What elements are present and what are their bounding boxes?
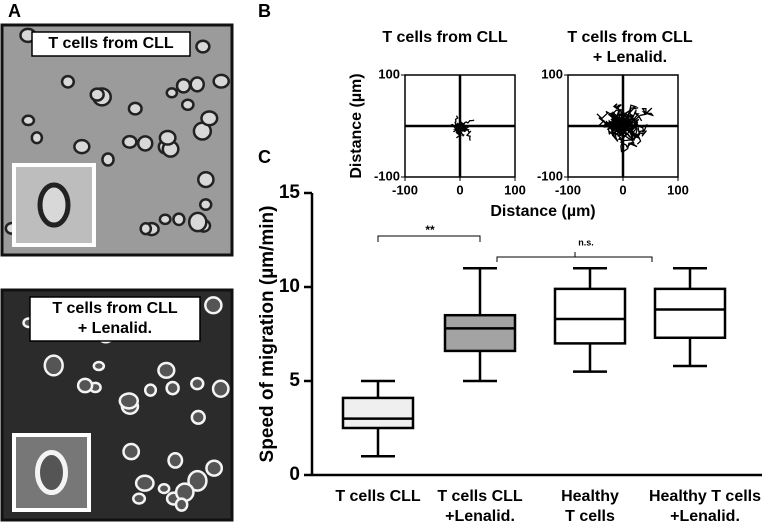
- inset-cell: [35, 450, 68, 495]
- cell: [21, 114, 36, 127]
- cell: [190, 409, 206, 425]
- x-tick-label: -100: [392, 182, 418, 197]
- panel-letter: A: [8, 1, 21, 21]
- cell: [73, 138, 91, 155]
- cell: [167, 452, 184, 469]
- cell: [118, 392, 140, 410]
- inset-cell: [37, 182, 71, 228]
- track: [455, 122, 463, 139]
- y-tick-label: 100: [541, 66, 563, 81]
- panel-letter: C: [258, 147, 271, 167]
- cell: [205, 459, 224, 477]
- cell: [157, 361, 176, 379]
- cell: [158, 213, 172, 226]
- bracket: [377, 235, 481, 242]
- plot-title: T cells from CLL: [382, 29, 508, 46]
- y-tick-label: 0: [289, 464, 300, 485]
- track: [452, 125, 463, 135]
- x-tick-label: 100: [504, 182, 526, 197]
- annotation: n.s.: [578, 237, 594, 247]
- cell: [43, 354, 64, 377]
- cell: [175, 77, 192, 94]
- cell: [187, 469, 208, 492]
- image-label: T cells from CLL: [48, 35, 174, 52]
- y-axis-label: Speed of migration (µm/min): [257, 206, 278, 463]
- x-tick-label: 0: [456, 182, 463, 197]
- x-tick-label: -100: [555, 182, 581, 197]
- bracket: [496, 252, 653, 262]
- y-tick-label: 5: [289, 370, 300, 391]
- inset: [12, 433, 91, 512]
- y-tick-label: 100: [378, 66, 400, 81]
- cell: [122, 442, 141, 461]
- box: [341, 396, 415, 430]
- cell: [139, 221, 153, 236]
- cell: [158, 129, 177, 146]
- annotation: **: [425, 223, 435, 237]
- x-tick-label: +Lenalid.: [670, 508, 740, 525]
- track: [622, 107, 654, 127]
- cell: [134, 474, 155, 492]
- x-tick-label: T cells: [565, 508, 615, 525]
- cell: [89, 87, 105, 102]
- x-tick-label: 100: [667, 182, 689, 197]
- x-tick-label: Healthy T cells: [649, 488, 761, 505]
- cell: [121, 134, 138, 149]
- cell: [189, 76, 205, 93]
- box: [653, 287, 727, 340]
- track: [611, 110, 628, 129]
- x-tick-label: T cells CLL: [437, 488, 523, 505]
- plot-title: + Lenalid.: [593, 49, 667, 66]
- x-tick-label: T cells CLL: [335, 488, 421, 505]
- x-tick-label: Healthy: [561, 488, 619, 505]
- y-tick-label: -100: [374, 168, 400, 183]
- label-box: [31, 31, 191, 57]
- x-axis-label: Distance (µm): [490, 203, 595, 220]
- x-tick-label: +Lenalid.: [445, 508, 515, 525]
- cell: [165, 380, 180, 396]
- cell: [212, 73, 230, 89]
- image-label: + Lenalid.: [78, 320, 152, 337]
- cell: [198, 198, 213, 212]
- cell: [195, 39, 211, 54]
- track: [610, 125, 634, 142]
- cell: [76, 377, 94, 394]
- cell: [197, 170, 215, 189]
- cell: [92, 360, 106, 372]
- cell: [136, 135, 154, 152]
- y-tick-label: -100: [537, 168, 563, 183]
- y-axis-label: Distance (µm): [348, 73, 365, 178]
- cell: [143, 383, 158, 397]
- cell: [180, 98, 195, 112]
- cell: [172, 212, 186, 227]
- y-tick-label: 10: [279, 276, 300, 297]
- plot-title: T cells from CLL: [567, 29, 693, 46]
- image-label: T cells from CLL: [52, 300, 178, 317]
- cell: [204, 296, 223, 315]
- cell: [174, 497, 189, 512]
- y-tick-label: 15: [279, 182, 301, 203]
- cell: [187, 211, 208, 233]
- cell: [211, 379, 230, 398]
- cell: [200, 110, 219, 127]
- box: [553, 287, 627, 345]
- label-box: [29, 296, 201, 342]
- cell: [60, 74, 76, 89]
- track: [608, 108, 624, 131]
- panel-letter: B: [258, 1, 271, 21]
- x-tick-label: 0: [619, 182, 626, 197]
- track: [455, 123, 466, 130]
- cell: [101, 152, 115, 167]
- cell: [165, 87, 179, 99]
- cell: [30, 131, 44, 145]
- cell: [132, 492, 147, 505]
- cell: [127, 101, 143, 116]
- cell: [157, 483, 171, 495]
- box: [443, 313, 517, 353]
- cell: [190, 376, 205, 391]
